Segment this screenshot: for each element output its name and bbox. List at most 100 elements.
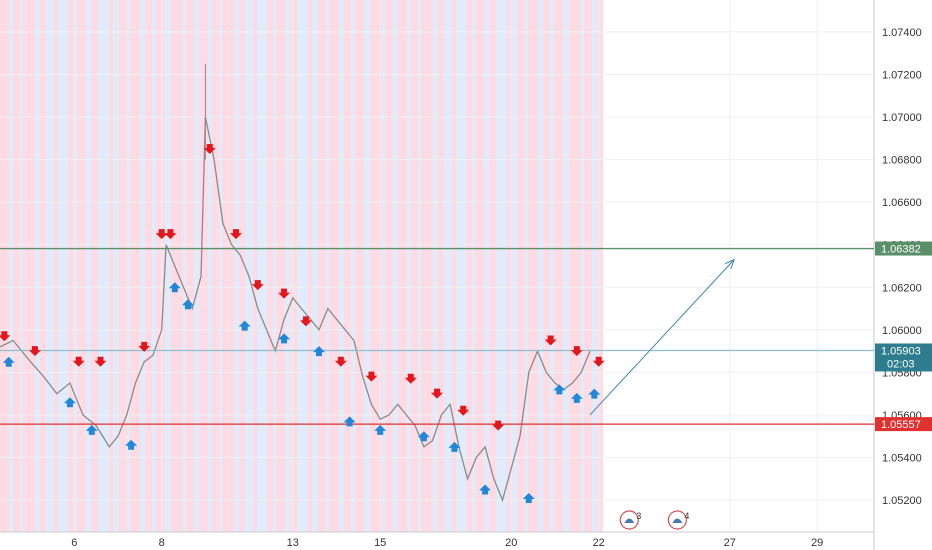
- date-tick-label: 22: [593, 537, 605, 549]
- sell-arrow-icon: [299, 316, 312, 327]
- session-band: [407, 0, 411, 532]
- session-band: [212, 0, 219, 532]
- session-band: [543, 0, 550, 532]
- level-price-label: 1.05557: [881, 419, 921, 431]
- current-price-label: 1.05903: [881, 345, 921, 357]
- session-band: [344, 0, 351, 532]
- session-band: [550, 0, 554, 532]
- session-band: [0, 0, 9, 532]
- session-band: [186, 0, 194, 532]
- price-tick-label: 1.07000: [882, 112, 922, 124]
- sell-arrow-icon: [492, 420, 505, 431]
- sell-arrow-icon: [0, 331, 11, 342]
- price-tick-label: 1.06600: [882, 197, 922, 209]
- session-band: [554, 0, 563, 532]
- buy-arrow-icon: [588, 388, 601, 399]
- session-band: [23, 0, 35, 532]
- session-band: [297, 0, 308, 532]
- session-band: [40, 0, 46, 532]
- date-tick-label: 27: [724, 537, 736, 549]
- countdown-label: 02:03: [887, 358, 915, 370]
- session-band: [127, 0, 130, 532]
- session-band: [113, 0, 119, 532]
- buy-arrow-icon: [278, 333, 291, 344]
- session-band: [222, 0, 234, 532]
- session-band: [68, 0, 74, 532]
- session-band: [58, 0, 68, 532]
- session-band: [245, 0, 253, 532]
- price-tick-label: 1.06200: [882, 282, 922, 294]
- session-band: [326, 0, 329, 532]
- session-band: [208, 0, 212, 532]
- session-band: [9, 0, 13, 532]
- session-band: [511, 0, 517, 532]
- session-band: [273, 0, 276, 532]
- session-band: [496, 0, 507, 532]
- projection-arrow-line[interactable]: [589, 259, 735, 416]
- buy-arrow-icon: [553, 384, 566, 395]
- session-band: [528, 0, 538, 532]
- session-band: [398, 0, 407, 532]
- event-icon-glyph: [672, 518, 683, 523]
- session-band: [91, 0, 98, 532]
- sell-arrow-icon: [203, 143, 216, 154]
- session-band: [239, 0, 245, 532]
- session-band: [219, 0, 222, 532]
- session-band: [584, 0, 592, 532]
- session-band: [466, 0, 472, 532]
- session-band: [276, 0, 285, 532]
- level-price-badge: [875, 417, 932, 432]
- session-band: [592, 0, 597, 532]
- date-tick-label: 29: [811, 537, 823, 549]
- price-tick-label: 1.07200: [882, 69, 922, 81]
- session-band: [507, 0, 511, 532]
- session-band: [597, 0, 604, 532]
- sell-arrow-icon: [155, 229, 168, 240]
- session-band: [234, 0, 239, 532]
- session-band: [355, 0, 364, 532]
- event-icon-count: 3: [636, 511, 641, 521]
- sell-arrow-icon: [592, 356, 605, 367]
- session-band: [484, 0, 489, 532]
- session-band: [74, 0, 77, 532]
- session-band: [563, 0, 569, 532]
- session-band: [145, 0, 152, 532]
- price-tick-label: 1.06000: [882, 325, 922, 337]
- session-band: [152, 0, 156, 532]
- session-band: [351, 0, 355, 532]
- buy-arrow-icon: [238, 320, 251, 331]
- session-band: [257, 0, 267, 532]
- projection-arrow-head: [724, 258, 736, 270]
- sell-arrow-icon: [457, 405, 470, 416]
- session-band: [339, 0, 344, 532]
- sell-arrow-icon: [164, 229, 177, 240]
- session-band: [525, 0, 528, 532]
- session-band: [171, 0, 183, 532]
- sell-arrow-icon: [544, 335, 557, 346]
- session-band: [156, 0, 165, 532]
- session-band: [370, 0, 382, 532]
- date-tick-label: 6: [71, 537, 77, 549]
- session-band: [382, 0, 385, 532]
- session-band: [418, 0, 421, 532]
- event-icon-count: 4: [684, 511, 689, 521]
- session-band: [312, 0, 318, 532]
- session-band: [329, 0, 339, 532]
- sell-arrow-icon: [72, 356, 85, 367]
- buy-arrow-icon: [479, 484, 492, 495]
- level-price-label: 1.06382: [881, 244, 921, 256]
- session-band: [285, 0, 290, 532]
- session-band: [140, 0, 145, 532]
- price-tick-label: 1.05200: [882, 495, 922, 507]
- session-band: [411, 0, 418, 532]
- buy-arrow-icon: [522, 492, 535, 503]
- session-band: [489, 0, 496, 532]
- sell-arrow-icon: [278, 288, 291, 299]
- buy-arrow-icon: [85, 424, 98, 435]
- price-tick-label: 1.06800: [882, 155, 922, 167]
- buy-arrow-icon: [125, 439, 138, 450]
- buy-arrow-icon: [448, 441, 461, 452]
- price-series-line: [0, 116, 591, 503]
- session-band: [385, 0, 393, 532]
